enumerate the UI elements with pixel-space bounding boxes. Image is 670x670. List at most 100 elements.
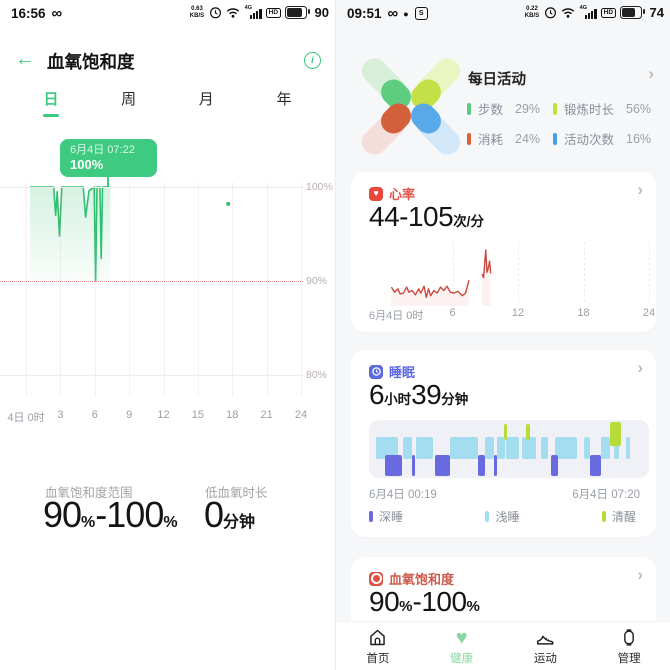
sleep-segment-awake: [609, 422, 621, 446]
heart-vgridline: [452, 242, 454, 302]
activity-legend-value: 24%: [515, 131, 541, 146]
spo2-x-tick: 18: [226, 409, 239, 421]
spo2-vgridline: [163, 183, 165, 395]
spo2-gridline: [0, 375, 303, 376]
tab-day[interactable]: 日: [30, 88, 72, 117]
spo2-x-tick: 9: [126, 409, 133, 421]
page-title: 血氧饱和度: [47, 52, 135, 72]
sleep-segment-light: [521, 437, 537, 459]
activity-legend-color: [553, 102, 557, 115]
heart-x-tick: 6: [449, 307, 456, 319]
sleep-segment-light: [613, 437, 619, 459]
sleep-segment-light: [601, 437, 610, 459]
tab-year[interactable]: 年: [276, 91, 292, 108]
tooltip-datetime: 6月4日 07:22: [70, 144, 135, 156]
daily-activity-title: 每日活动: [468, 72, 526, 88]
spo2-x-tick: 21: [260, 409, 273, 421]
range-stat-value: 90%-100%: [43, 494, 178, 535]
sleep-segment-deep: [550, 455, 559, 476]
sleep-legend: 深睡 浅睡 清醒: [369, 508, 636, 525]
spo2-chart[interactable]: 4日 0时 3 6 9 12 15 18 21 24 100% 90% 80%: [0, 181, 335, 433]
sleep-card[interactable]: 睡眠 › 6小时39分钟 6月4日 00:19 6月4日 07:20 深睡 浅睡 清…: [351, 350, 656, 537]
battery-icon: [285, 6, 310, 19]
sleep-segment-deep: [385, 455, 403, 476]
spo2-y-tick: 80%: [306, 369, 328, 381]
signal-icon: 4G: [245, 5, 262, 19]
infinity-icon: ∞: [51, 5, 63, 22]
sleep-legend-item: 清醒: [601, 508, 636, 525]
clock-time: 09:51: [347, 6, 382, 21]
nav-health[interactable]: ♥ 健康: [450, 626, 474, 665]
alarm-icon: [544, 7, 556, 19]
sleep-legend-item: 浅睡: [485, 508, 520, 525]
heart-rate-card[interactable]: ♥ 心率 › 44-105次/分 6月4日 0时 6 12 18 24: [351, 172, 656, 332]
watch-icon: [619, 627, 639, 649]
sleep-legend-label: 清醒: [611, 510, 636, 524]
spo2-x-tick: 24: [294, 409, 308, 421]
health-home-screen: 09:51 ∞ ● S 0.22 KB/S 4G HD 74: [335, 0, 670, 670]
home-icon: [367, 627, 388, 649]
shoe-icon: [534, 627, 556, 649]
chevron-right-icon[interactable]: ›: [637, 565, 643, 584]
tab-month[interactable]: 月: [198, 91, 214, 108]
activity-legend-label: 步数: [478, 103, 504, 117]
range-stat-label: 血氧饱和度范围: [45, 486, 133, 500]
back-arrow-icon[interactable]: ←: [15, 48, 35, 70]
sleep-segment-light: [485, 437, 494, 459]
sleep-segment-deep: [493, 455, 497, 476]
spo2-gridline: [0, 281, 303, 282]
spo2-vgridline: [129, 183, 131, 395]
sleep-legend-color: [369, 511, 373, 522]
spo2-y-tick: 100%: [306, 181, 333, 193]
nav-home[interactable]: 首页: [336, 622, 420, 670]
battery-level: 90: [314, 5, 329, 20]
activity-legend-label: 消耗: [478, 133, 504, 147]
spo2-x-tick: 6: [91, 409, 98, 421]
low-spo2-stat-label: 低血氧时长: [205, 486, 268, 500]
sleep-segment-light: [540, 437, 548, 459]
spo2-line: [30, 186, 231, 282]
activity-legend-value: 56%: [626, 101, 652, 116]
sleep-legend-color: [485, 511, 490, 522]
sleep-clock-icon: [369, 364, 383, 379]
spo2-icon: [369, 571, 383, 586]
statusbar-right: 09:51 ∞ ● S 0.22 KB/S 4G HD 74: [336, 5, 670, 25]
hd-icon: HD: [601, 7, 616, 18]
heart-x-tick: 24: [642, 307, 656, 319]
network-speed: 0.22 KB/S: [524, 6, 540, 19]
activity-legend-color: [467, 132, 471, 145]
heart-vgridline: [583, 242, 585, 302]
daily-activity-legend[interactable]: 步数 29% 锻炼时长 56% 消耗 24% 活动次数 16%: [467, 99, 655, 148]
sleep-segment-awake: [504, 424, 508, 440]
activity-legend-color: [467, 102, 471, 115]
daily-activity-logo: [356, 53, 466, 160]
heart-x-tick: 12: [511, 307, 525, 319]
clock-time: 16:56: [11, 6, 46, 21]
spo2-vgridline: [60, 183, 62, 395]
heart-card-title: 心率: [389, 187, 416, 202]
spo2-x-tick: 3: [57, 409, 64, 421]
sleep-segment-deep: [435, 455, 450, 476]
chevron-right-icon[interactable]: ›: [648, 64, 654, 83]
nav-sport[interactable]: 运动: [504, 622, 588, 670]
activity-legend-color: [553, 132, 557, 145]
chevron-right-icon[interactable]: ›: [637, 180, 643, 199]
info-icon[interactable]: i: [304, 52, 321, 69]
sleep-card-title: 睡眠: [389, 365, 416, 380]
activity-legend-label: 活动次数: [564, 133, 615, 147]
battery-level: 74: [649, 5, 664, 20]
tooltip-value: 100%: [70, 157, 104, 172]
sleep-legend-color: [601, 511, 606, 522]
heart-vgridline: [518, 242, 519, 302]
activity-legend-item: 消耗 24%: [467, 129, 553, 148]
signal-icon: 4G: [580, 5, 597, 19]
sleep-legend-label: 深睡: [379, 510, 404, 524]
tab-week[interactable]: 周: [121, 91, 137, 108]
nav-manage[interactable]: 管理: [587, 622, 670, 670]
sleep-hypnogram: [369, 420, 649, 478]
chevron-right-icon[interactable]: ›: [637, 358, 643, 377]
sleep-end-time: 6月4日 07:20: [572, 489, 640, 501]
chart-tooltip: 6月4日 07:22 100%: [60, 139, 157, 177]
spo2-x-tick: 4日 0时: [7, 412, 45, 424]
bottom-nav: 首页 ♥ 健康 运动 管理: [336, 621, 670, 670]
